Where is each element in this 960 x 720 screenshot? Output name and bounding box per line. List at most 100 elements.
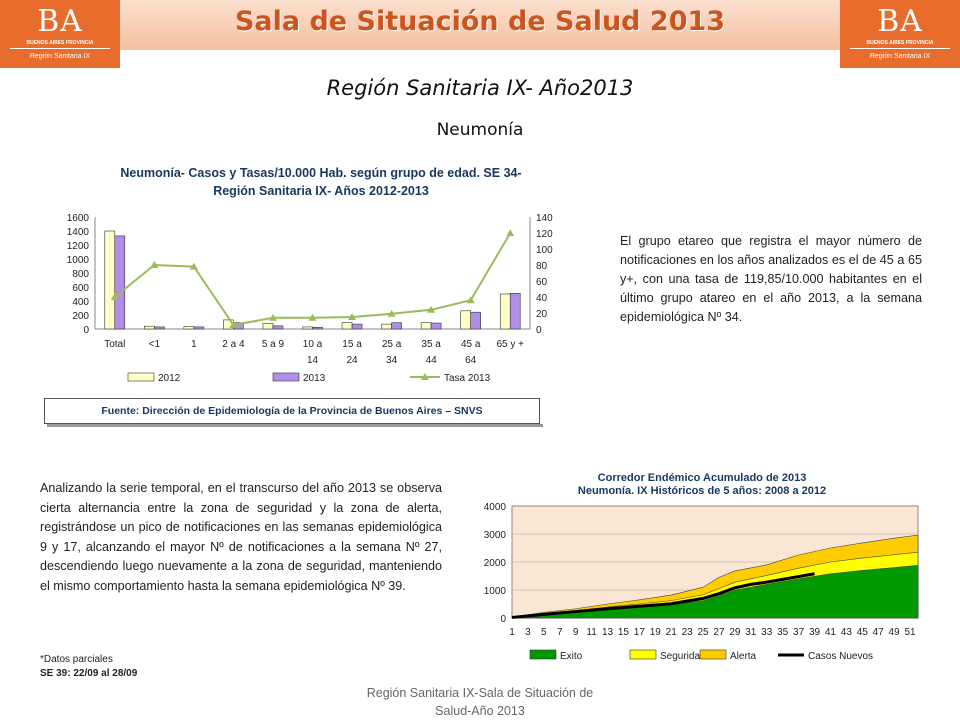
logo-divider bbox=[850, 48, 950, 49]
x-tick-label: 45 a bbox=[461, 339, 481, 350]
page-title: Sala de Situación de Salud 2013 bbox=[234, 6, 726, 37]
bar-2012 bbox=[499, 293, 511, 330]
bar-2013 bbox=[391, 322, 402, 330]
x-tick-label: 43 bbox=[841, 627, 853, 638]
y-right-tick-label: 140 bbox=[536, 213, 553, 224]
y-left-tick-label: 1600 bbox=[67, 213, 90, 224]
x-tick-label: 44 bbox=[426, 355, 438, 366]
rate-point-2013 bbox=[110, 293, 119, 300]
x-tick-label: 51 bbox=[904, 627, 916, 638]
y-tick-label: 2000 bbox=[484, 558, 507, 569]
y-right-tick-label: 60 bbox=[536, 277, 548, 288]
x-tick-label: 35 bbox=[777, 627, 789, 638]
logo-divider bbox=[10, 48, 110, 49]
bar-2012 bbox=[144, 325, 155, 330]
x-tick-label: 39 bbox=[809, 627, 821, 638]
y-left-tick-label: 1200 bbox=[67, 241, 90, 252]
x-tick-label: 31 bbox=[745, 627, 757, 638]
x-tick-label: 25 a bbox=[382, 339, 402, 350]
logo-left: BA BUENOS AIRES PROVINCIA Región Sanitar… bbox=[0, 0, 120, 68]
x-tick-label: 2 a 4 bbox=[222, 339, 245, 350]
rate-line-2013 bbox=[114, 232, 512, 327]
x-tick-label: 13 bbox=[602, 627, 614, 638]
x-tick-label: 64 bbox=[465, 355, 477, 366]
legend-swatch-2012 bbox=[127, 372, 155, 382]
x-tick-label: 3 bbox=[525, 627, 531, 638]
rate-point-2013 bbox=[229, 321, 238, 328]
y-left-tick-label: 0 bbox=[83, 325, 89, 336]
y-left-tick-label: 1400 bbox=[67, 227, 90, 238]
rate-point-2013 bbox=[427, 305, 436, 313]
chart2-title: Corredor Endémico Acumulado de 2013 Neum… bbox=[470, 472, 934, 498]
legend-swatch-alerta bbox=[699, 649, 727, 660]
footer: Región Sanitaria IX-Sala de Situación de… bbox=[330, 684, 630, 720]
region-title: Región Sanitaria IX- Año2013 bbox=[326, 76, 634, 100]
chart1-title: Neumonía- Casos y Tasas/10.000 Hab. segú… bbox=[40, 164, 602, 200]
y-left-tick-label: 800 bbox=[72, 269, 89, 280]
y-left-tick-label: 400 bbox=[72, 297, 89, 308]
x-tick-label: 7 bbox=[557, 627, 563, 638]
x-tick-label: 5 a 9 bbox=[262, 339, 285, 350]
x-tick-label: 49 bbox=[889, 627, 901, 638]
x-tick-label: 14 bbox=[307, 355, 319, 366]
new-cases-line bbox=[511, 572, 815, 619]
x-tick-label: 34 bbox=[386, 355, 398, 366]
week-range-note: SE 39: 22/09 al 28/09 bbox=[40, 668, 138, 679]
bar-2012 bbox=[420, 322, 432, 330]
bar-2013 bbox=[351, 323, 363, 330]
legend-swatch-2013 bbox=[272, 372, 300, 382]
time-series-analysis: Analizando la serie temporal, en el tran… bbox=[40, 481, 442, 593]
x-tick-label: 15 a bbox=[342, 339, 362, 350]
y-left-tick-label: 200 bbox=[72, 311, 89, 322]
x-tick-label: 65 y + bbox=[496, 339, 524, 350]
x-tick-label: 29 bbox=[729, 627, 741, 638]
x-tick-label: 15 bbox=[618, 627, 630, 638]
legend-swatch-exito bbox=[529, 649, 557, 660]
bar-2012 bbox=[341, 322, 353, 330]
chart2-title-line1: Corredor Endémico Acumulado de 2013 bbox=[597, 472, 807, 484]
x-tick-label: 1 bbox=[509, 627, 515, 638]
bar-2013 bbox=[154, 326, 165, 330]
bar-2012 bbox=[381, 323, 392, 330]
x-tick-label: 10 a bbox=[303, 339, 323, 350]
x-tick-label: 37 bbox=[793, 627, 805, 638]
x-tick-label: 41 bbox=[825, 627, 837, 638]
legend-label-2013: 2013 bbox=[303, 373, 326, 384]
y-left-tick-label: 600 bbox=[72, 283, 89, 294]
logo-province: BUENOS AIRES PROVINCIA bbox=[866, 40, 934, 46]
y-right-tick-label: 100 bbox=[536, 245, 553, 256]
age-group-chart: 0 200 400 600 800 1000 1200 1400 1600 0 20 40 60 80 10… bbox=[67, 213, 553, 384]
bar-2013 bbox=[312, 326, 323, 330]
x-tick-label: 21 bbox=[666, 627, 678, 638]
x-tick-label: 24 bbox=[346, 355, 358, 366]
bar-2013 bbox=[470, 311, 481, 330]
y-left-tick-label: 1000 bbox=[67, 255, 90, 266]
source-note: Fuente: Dirección de Epidemiología de la… bbox=[44, 398, 543, 427]
x-tick-label: 35 a bbox=[421, 339, 441, 350]
x-tick-label: 17 bbox=[634, 627, 646, 638]
age-group-analysis: El grupo etareo que registra el mayor nú… bbox=[620, 234, 922, 324]
logo-mark: BA bbox=[37, 4, 83, 39]
partial-data-note: *Datos parciales bbox=[40, 654, 113, 665]
legend-label-2012: 2012 bbox=[158, 373, 181, 384]
legend-label-alerta: Alerta bbox=[730, 651, 757, 662]
x-tick-label: 5 bbox=[541, 627, 547, 638]
logo-region: Región Sanitaria IX bbox=[29, 53, 91, 60]
y-tick-label: 3000 bbox=[484, 530, 507, 541]
footer-line1: Región Sanitaria IX-Sala de Situación de bbox=[366, 686, 594, 700]
header-banner: Sala de Situación de Salud 2013 bbox=[120, 0, 840, 50]
x-tick-label: 47 bbox=[873, 627, 885, 638]
rate-point-2013 bbox=[150, 261, 159, 268]
y-tick-label: 0 bbox=[500, 614, 506, 625]
bar-2012 bbox=[183, 326, 195, 330]
bar-2013 bbox=[430, 322, 442, 330]
legend-label-rate: Tasa 2013 bbox=[444, 373, 491, 384]
x-tick-label: Total bbox=[104, 339, 125, 350]
x-tick-label: 23 bbox=[682, 627, 694, 638]
logo-region: Región Sanitaria IX bbox=[869, 53, 931, 60]
bar-2013 bbox=[509, 293, 521, 330]
x-tick-label: 11 bbox=[586, 627, 597, 638]
logo-province: BUENOS AIRES PROVINCIA bbox=[26, 40, 94, 46]
y-right-tick-label: 20 bbox=[536, 309, 548, 320]
y-right-tick-label: 40 bbox=[536, 293, 548, 304]
